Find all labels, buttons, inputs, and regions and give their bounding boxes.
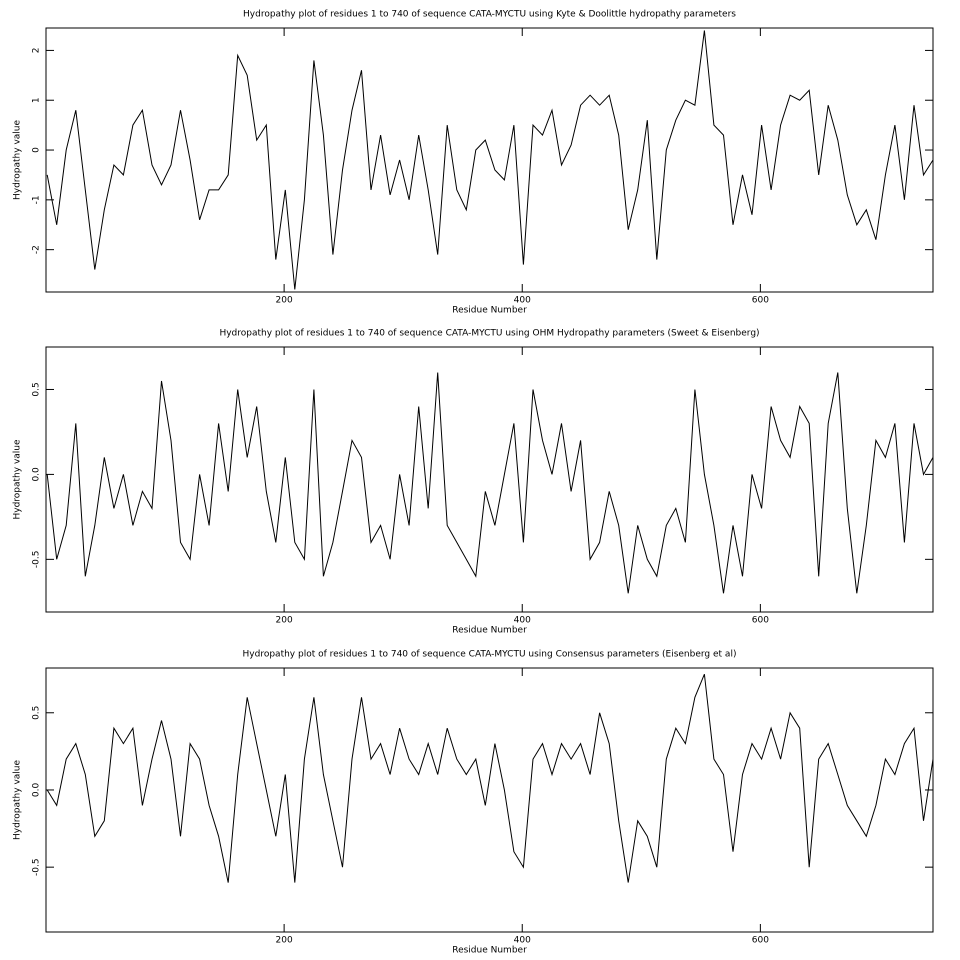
y-tick-label: 0 (32, 147, 42, 153)
plot-frame (45, 27, 934, 293)
x-tick-label: 200 (276, 936, 293, 946)
y-tick-label: -0.5 (32, 858, 42, 876)
x-tick-label: 600 (752, 936, 769, 946)
y-tick-label: 0.0 (32, 783, 42, 798)
chart-title: Hydropathy plot of residues 1 to 740 of … (219, 329, 759, 339)
x-axis-label: Residue Number (452, 306, 527, 316)
hydropathy-line (46, 30, 934, 290)
x-tick-label: 400 (514, 616, 531, 626)
plot-frame (45, 346, 934, 613)
y-tick-label: -1 (32, 195, 42, 204)
x-tick-label: 400 (514, 936, 531, 946)
x-tick-label: 600 (752, 296, 769, 306)
x-axis-label: Residue Number (452, 626, 527, 636)
chart-title: Hydropathy plot of residues 1 to 740 of … (243, 10, 736, 20)
y-tick-label: -2 (32, 245, 42, 254)
y-tick-label: 0.5 (32, 706, 42, 720)
x-tick-label: 200 (276, 296, 293, 306)
plot-frame (45, 667, 934, 933)
hydropathy-line (46, 674, 934, 883)
chart-title: Hydropathy plot of residues 1 to 740 of … (243, 650, 737, 660)
y-axis-label: Hydropathy value (13, 120, 23, 201)
y-tick-label: 0.0 (32, 467, 42, 482)
x-tick-label: 200 (276, 616, 293, 626)
x-tick-label: 600 (752, 616, 769, 626)
x-axis-label: Residue Number (452, 946, 527, 956)
y-axis-label: Hydropathy value (13, 760, 23, 841)
y-axis-label: Hydropathy value (13, 439, 23, 520)
hydropathy-line (46, 372, 934, 594)
y-tick-label: 0.5 (32, 382, 42, 396)
y-tick-label: 2 (32, 48, 42, 54)
y-tick-label: -0.5 (32, 551, 42, 569)
y-tick-label: 1 (32, 97, 42, 103)
x-tick-label: 400 (514, 296, 531, 306)
